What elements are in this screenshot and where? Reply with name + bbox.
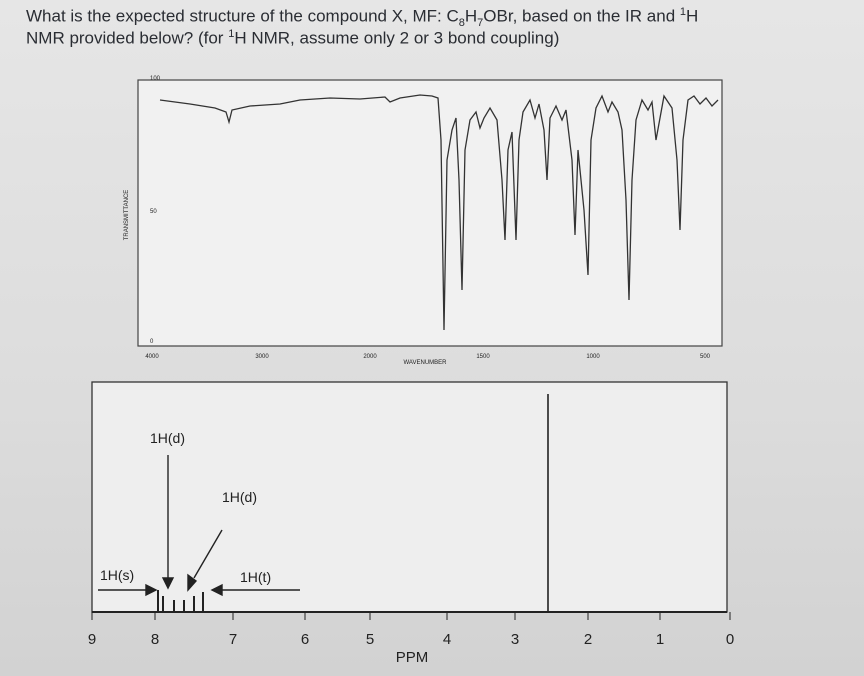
nmr-tick-label: 1: [656, 631, 664, 648]
ir-x-tick: 3000: [255, 354, 269, 360]
ir-y-tick: 50: [150, 209, 157, 215]
nmr-tick-label: 8: [151, 631, 159, 648]
question-text: 7: [477, 17, 484, 30]
question-text: H: [464, 6, 478, 26]
ir-spectrum: [159, 94, 719, 331]
ir-x-tick: 4000: [145, 354, 159, 360]
nmr-x-ticks: 9 8 7 6 5 4 3 2 1 0: [88, 612, 734, 648]
ir-y-label: TRANSMITTANCE: [124, 190, 130, 241]
nmr-tick-label: 6: [301, 631, 309, 648]
question-text: H NMR, assume only 2 or 3 bond coupling): [234, 28, 560, 48]
ir-x-tick: 1500: [476, 354, 490, 360]
nmr-tick-label: 5: [366, 631, 374, 648]
nmr-tick-label: 7: [229, 631, 237, 648]
ir-y-tick: 100: [150, 76, 161, 82]
ir-x-tick: 1000: [586, 354, 600, 360]
question-text: H: [686, 6, 699, 26]
question-text: 1: [679, 6, 686, 18]
ir-x-label: WAVENUMBER: [403, 360, 447, 366]
nmr-tick-label: 2: [584, 631, 592, 648]
nmr-aromatic-peaks: [157, 590, 204, 612]
question-text: 1: [228, 28, 235, 40]
question-text: 8: [458, 17, 465, 30]
nmr-tick-label: 9: [88, 631, 96, 648]
nmr-frame: [91, 381, 728, 613]
question-text: What is the expected structure of the co…: [26, 6, 459, 26]
question-text: OBr, based on the IR and: [483, 6, 680, 26]
ir-frame: [137, 79, 723, 347]
nmr-peak-label: 1H(t): [240, 569, 271, 585]
ir-x-tick: 500: [700, 354, 711, 360]
question-line: What is the expected structure of the co…: [26, 6, 698, 29]
nmr-peak-label: 1H(d): [222, 489, 257, 505]
nmr-tick-label: 0: [726, 631, 734, 648]
nmr-peak-label: 1H(s): [100, 567, 134, 583]
question-line: NMR provided below? (for 1H NMR, assume …: [26, 28, 559, 49]
ir-y-tick: 0: [150, 339, 154, 345]
nmr-tick-label: 3: [511, 631, 519, 648]
nmr-peak-label: 1H(d): [150, 430, 185, 446]
question-text: NMR provided below? (for: [26, 28, 229, 48]
nmr-tick-label: 4: [443, 631, 451, 648]
ir-x-tick: 2000: [363, 354, 377, 360]
nmr-x-label: PPM: [396, 649, 429, 666]
nmr-arrows: [98, 455, 300, 597]
